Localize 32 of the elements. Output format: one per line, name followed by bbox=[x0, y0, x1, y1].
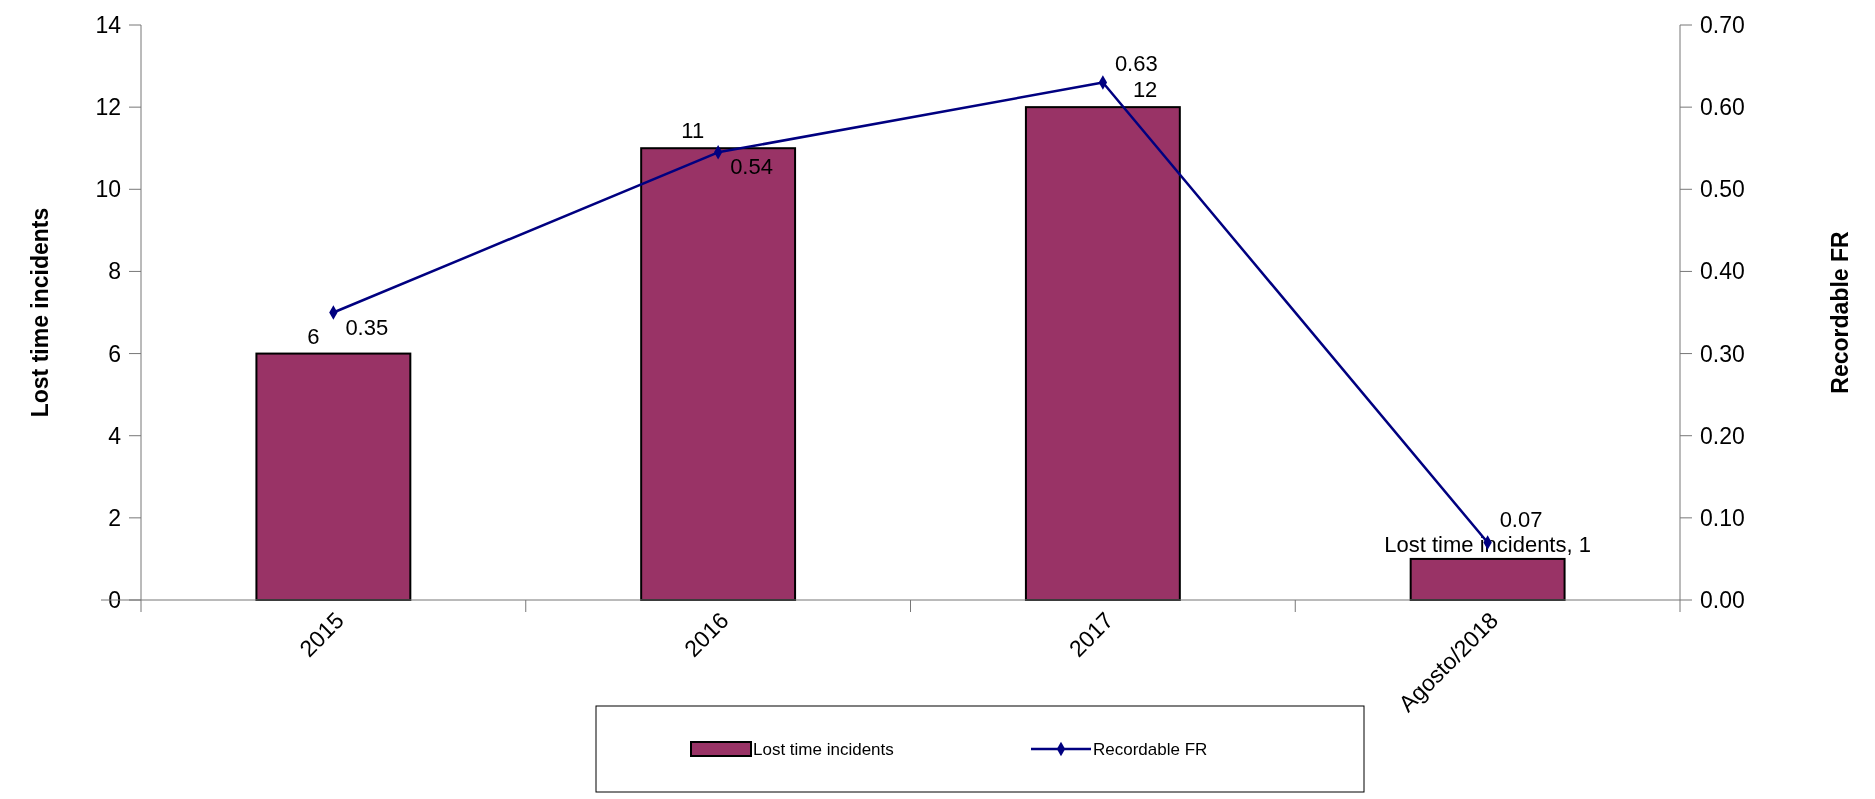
data-label: 0.54 bbox=[730, 154, 773, 180]
y-tick-label: 4 bbox=[108, 422, 122, 449]
data-label: 6 bbox=[307, 323, 320, 349]
y2-tick-label: 0.70 bbox=[1700, 12, 1745, 38]
data-label: 0.35 bbox=[345, 314, 389, 340]
y2-tick-label: 0.50 bbox=[1700, 176, 1745, 203]
data-label: 0.63 bbox=[1114, 50, 1158, 76]
y-tick-label: 10 bbox=[95, 176, 121, 203]
y-tick-label: 14 bbox=[95, 12, 122, 38]
y2-tick-label: 0.10 bbox=[1700, 504, 1745, 531]
data-label: 0.07 bbox=[1499, 506, 1543, 532]
y2-tick-label: 0.20 bbox=[1700, 422, 1745, 449]
y2-tick-label: 0.60 bbox=[1700, 94, 1745, 121]
y2-tick-label: 0.30 bbox=[1700, 340, 1745, 367]
y-tick-label: 0 bbox=[108, 587, 121, 613]
legend-label: Lost time incidents bbox=[753, 740, 894, 759]
data-label: Lost time incidents, 1 bbox=[1384, 531, 1591, 557]
bar bbox=[640, 147, 797, 601]
y-axis-title: Lost time incidents bbox=[27, 207, 53, 418]
y-tick-label: 12 bbox=[95, 94, 121, 121]
y2-axis-title: Recordable FR bbox=[1827, 230, 1853, 394]
bar bbox=[1024, 106, 1181, 601]
bar bbox=[255, 352, 412, 601]
data-label: 11 bbox=[681, 118, 705, 144]
y2-tick-label: 0.00 bbox=[1700, 587, 1745, 613]
data-label: 12 bbox=[1132, 77, 1158, 103]
y-tick-label: 8 bbox=[108, 258, 121, 285]
legend-label: Recordable FR bbox=[1093, 740, 1208, 759]
y-tick-label: 6 bbox=[108, 340, 121, 367]
y2-tick-label: 0.40 bbox=[1700, 258, 1745, 285]
bar bbox=[1409, 557, 1566, 601]
y-tick-label: 2 bbox=[108, 504, 121, 531]
